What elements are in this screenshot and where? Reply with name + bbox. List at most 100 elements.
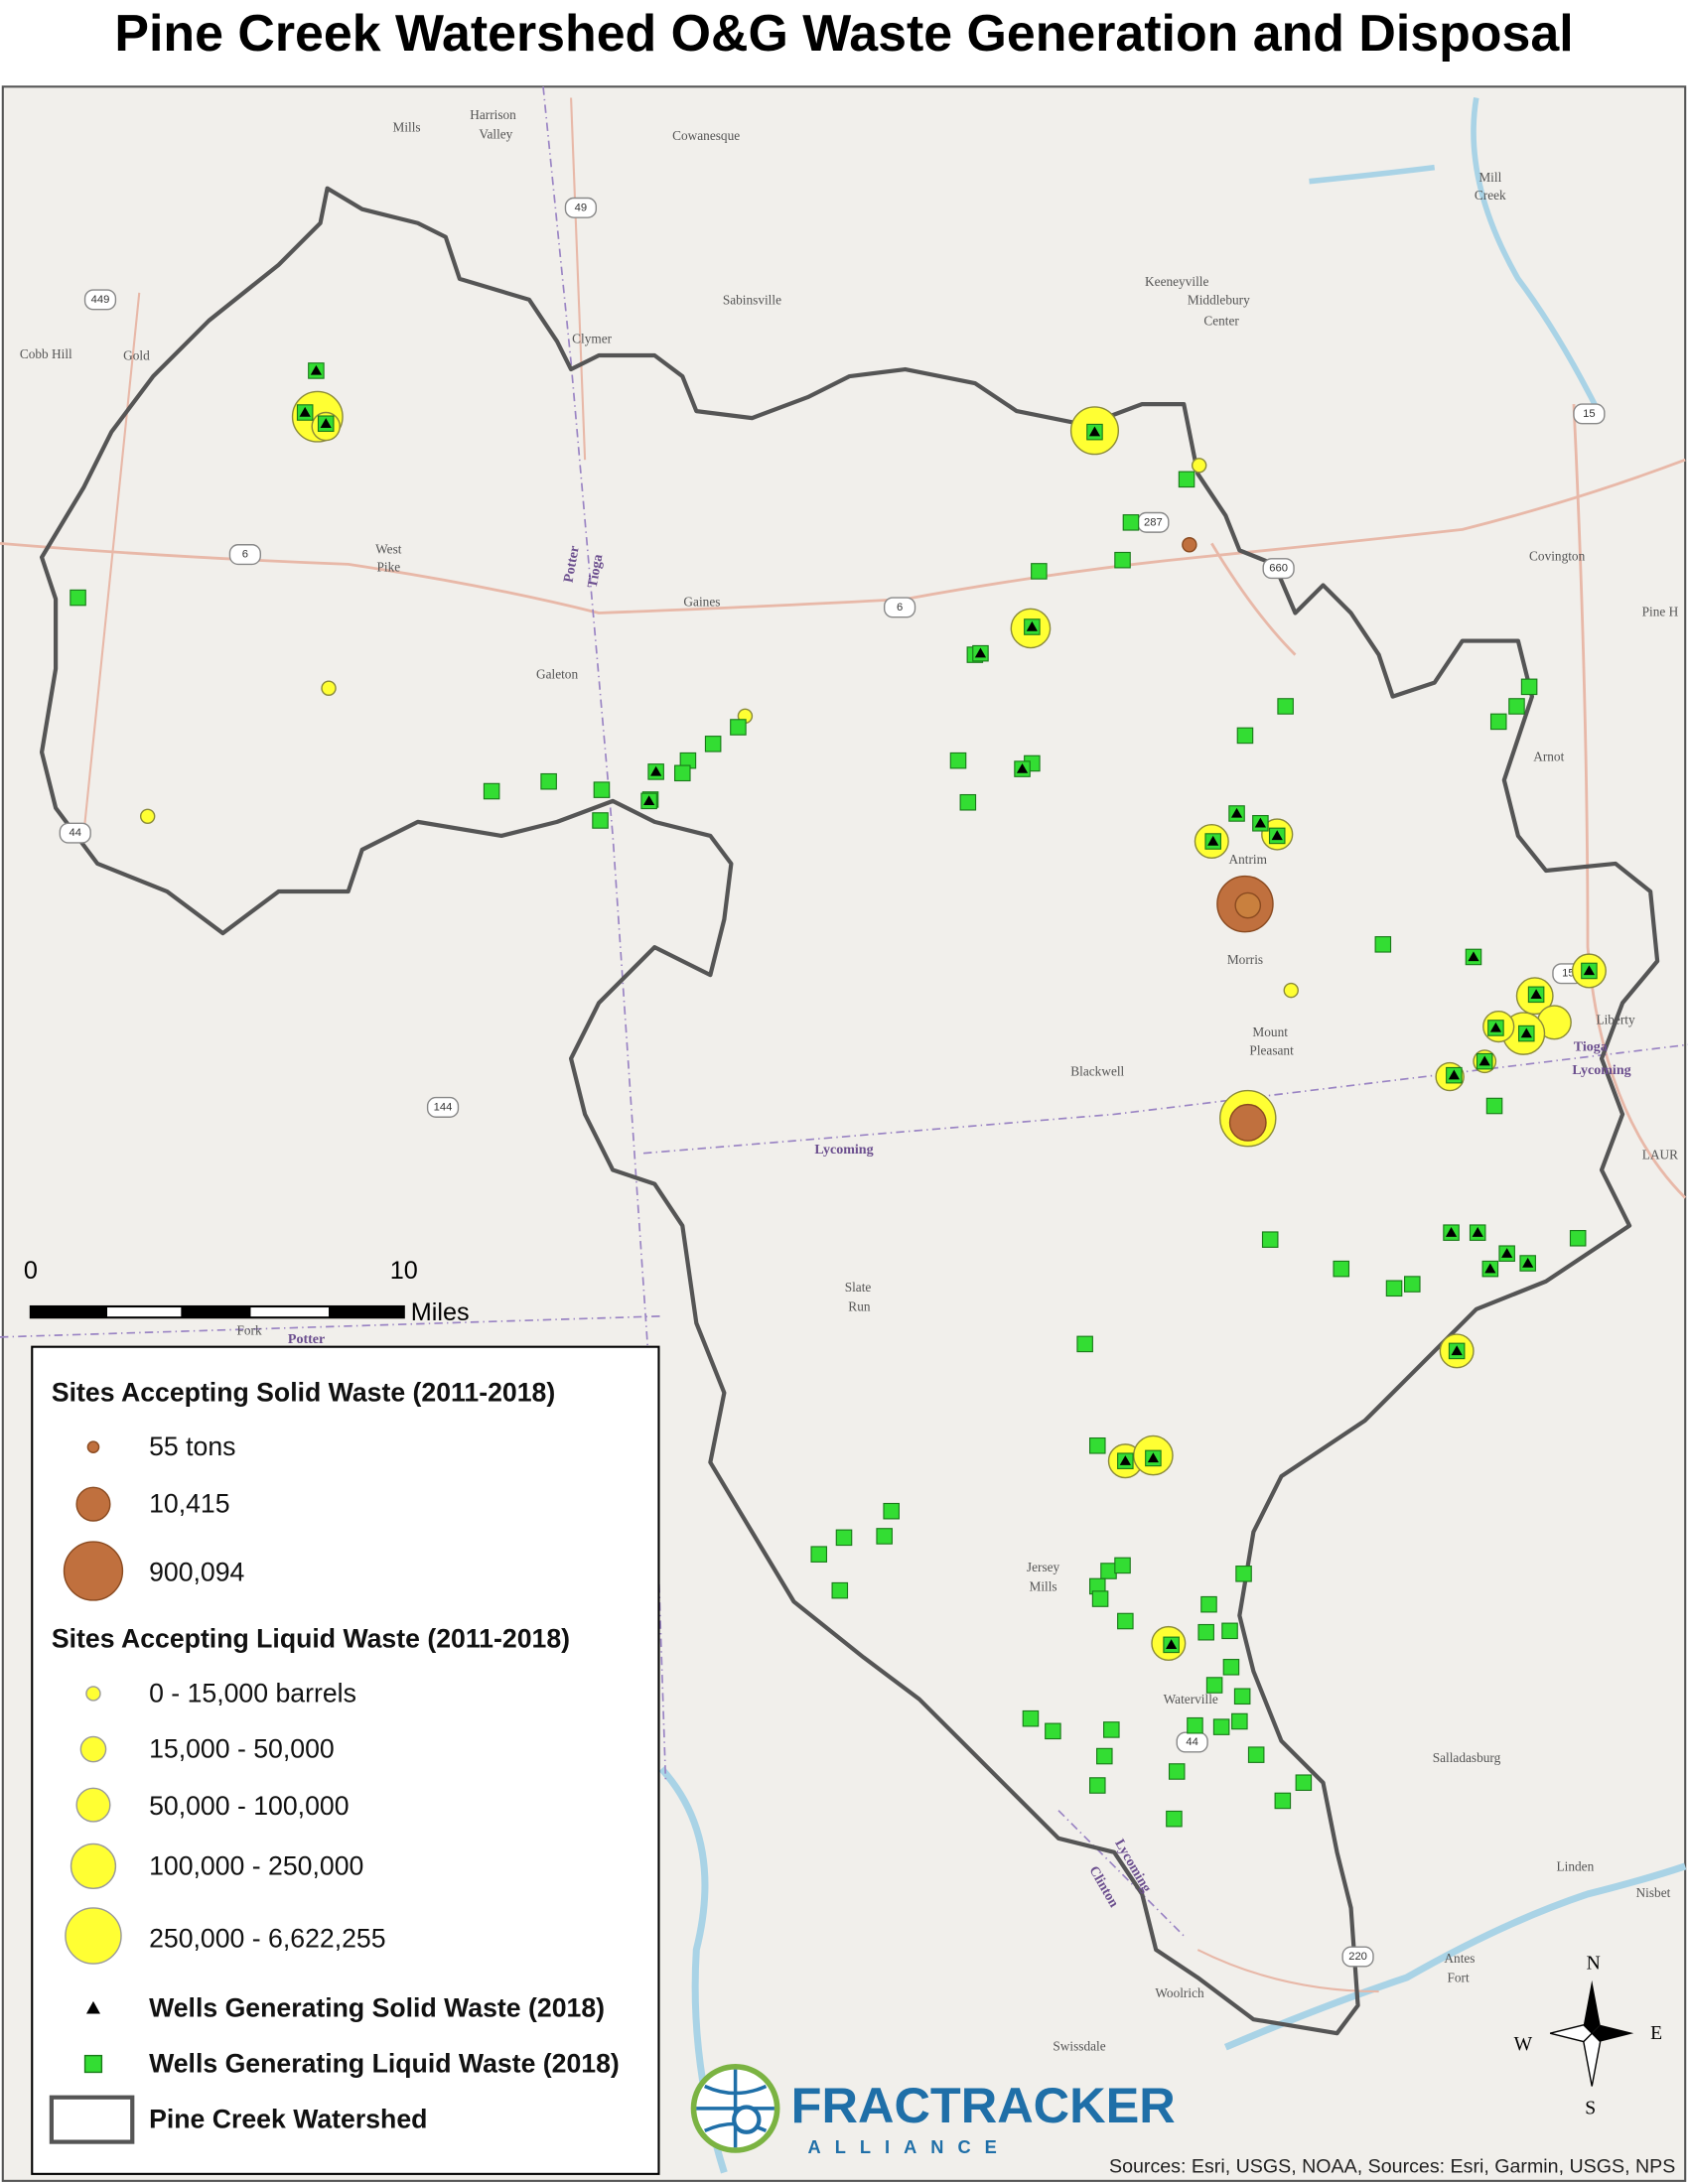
- solid-well: [1230, 807, 1243, 818]
- liquid-well: [1221, 1622, 1238, 1640]
- liquid-well: [1385, 1280, 1403, 1297]
- place-label: Woolrich: [1155, 1985, 1204, 2000]
- liquid-well: [730, 719, 747, 736]
- legend-symbol: [85, 2000, 100, 2014]
- solid-site: [1182, 537, 1197, 553]
- legend-heading: Sites Accepting Liquid Waste (2011-2018): [52, 1624, 570, 1654]
- place-label: Antes: [1444, 1951, 1475, 1966]
- legend-symbol: [79, 1735, 107, 1763]
- place-label: Gold: [123, 347, 150, 362]
- county-label: Tioga: [586, 553, 607, 589]
- solid-site: [1228, 1103, 1267, 1142]
- place-label: LAUR: [1642, 1148, 1678, 1162]
- place-label: Arnot: [1533, 749, 1564, 763]
- liquid-well: [1212, 1718, 1230, 1735]
- route-label: 287: [1144, 516, 1163, 528]
- liquid-well: [593, 781, 611, 798]
- logo: FRACTRACKER ALLIANCE: [690, 2064, 1176, 2157]
- logo-tagline: ALLIANCE: [808, 2136, 1011, 2157]
- legend-symbol: [63, 1541, 124, 1601]
- liquid-well: [1231, 1712, 1248, 1730]
- place-label: Mount: [1252, 1024, 1288, 1039]
- place-label: Salladasburg: [1433, 1750, 1501, 1765]
- liquid-well: [876, 1528, 893, 1545]
- liquid-site: [321, 680, 337, 696]
- compass-w: W: [1514, 2034, 1533, 2055]
- solid-well: [1254, 817, 1266, 828]
- liquid-well: [1178, 471, 1196, 488]
- route-label: 15: [1583, 408, 1595, 420]
- liquid-well: [1103, 1721, 1120, 1738]
- liquid-well: [674, 764, 691, 782]
- place-label: Cobb Hill: [20, 346, 72, 361]
- place-label: Pike: [377, 560, 401, 575]
- solid-well: [1119, 1455, 1131, 1465]
- solid-well: [643, 795, 655, 806]
- liquid-well: [1168, 1763, 1186, 1780]
- route-label: 44: [70, 827, 81, 839]
- legend: Sites Accepting Solid Waste (2011-2018) …: [31, 1345, 660, 2175]
- legend-symbol: [86, 1440, 100, 1453]
- solid-well: [1484, 1263, 1496, 1274]
- place-label: Mills: [393, 119, 421, 134]
- legend-item: 250,000 - 6,622,255: [149, 1923, 386, 1953]
- liquid-well: [483, 782, 500, 800]
- liquid-well: [1404, 1276, 1421, 1293]
- legend-heading: Sites Accepting Solid Waste (2011-2018): [52, 1377, 555, 1407]
- place-label: West: [375, 541, 402, 556]
- route-label: 449: [91, 294, 110, 306]
- scale-bar-segment: [329, 1306, 404, 1318]
- route-shield: [1262, 558, 1295, 580]
- place-label: Sabinsville: [723, 292, 781, 307]
- place-label: Valley: [479, 126, 512, 141]
- liquid-well: [1235, 1566, 1252, 1582]
- liquid-well: [1089, 1436, 1106, 1454]
- solid-well: [1520, 1027, 1532, 1038]
- place-label: Middlebury: [1188, 292, 1250, 307]
- county-label: Potter: [288, 1332, 325, 1347]
- liquid-well: [835, 1529, 853, 1547]
- place-label: Blackwell: [1070, 1063, 1124, 1078]
- county-line: [0, 86, 1688, 1937]
- legend-symbol: [65, 1907, 122, 1965]
- liquid-well: [1261, 1231, 1279, 1248]
- compass-n: N: [1587, 1954, 1601, 1975]
- liquid-well: [831, 1581, 849, 1599]
- route-shield: [564, 197, 598, 218]
- solid-well: [1207, 835, 1219, 846]
- scale-bar-segment: [181, 1306, 251, 1318]
- route-label: 660: [1269, 563, 1288, 575]
- liquid-well: [1233, 1688, 1251, 1706]
- attribution: Sources: Esri, USGS, NOAA, Sources: Esri…: [1109, 2155, 1675, 2177]
- place-label: Covington: [1529, 548, 1586, 563]
- legend-symbol: [70, 1843, 117, 1890]
- solid-well: [974, 647, 987, 658]
- place-label: Antrim: [1229, 852, 1268, 867]
- legend-item: 0 - 15,000 barrels: [149, 1678, 356, 1707]
- place-label: Clymer: [572, 332, 612, 346]
- liquid-well: [1076, 1335, 1093, 1353]
- legend-item: 50,000 - 100,000: [149, 1791, 349, 1821]
- solid-well: [299, 406, 311, 417]
- place-label: Center: [1203, 313, 1239, 328]
- liquid-well: [1247, 1746, 1265, 1763]
- liquid-well: [1222, 1659, 1240, 1676]
- liquid-well: [1508, 698, 1525, 715]
- route-label: 15: [1562, 968, 1574, 980]
- scale-bar-segment: [30, 1306, 108, 1318]
- legend-item: 10,415: [149, 1489, 229, 1519]
- liquid-well: [1089, 1777, 1106, 1794]
- place-label: Fort: [1447, 1971, 1469, 1985]
- route-shield: [883, 597, 916, 618]
- liquid-well: [1100, 1563, 1117, 1579]
- legend-symbol: [85, 1686, 101, 1702]
- solid-well: [1489, 1022, 1502, 1032]
- liquid-well: [1295, 1774, 1313, 1791]
- route-shield: [1341, 1946, 1374, 1968]
- scale-unit: Miles: [411, 1298, 470, 1326]
- liquid-well: [1114, 551, 1131, 569]
- solid-well: [1088, 426, 1101, 437]
- liquid-well: [1200, 1595, 1217, 1613]
- place-label: Nisbet: [1636, 1885, 1671, 1900]
- liquid-well: [1166, 1810, 1183, 1828]
